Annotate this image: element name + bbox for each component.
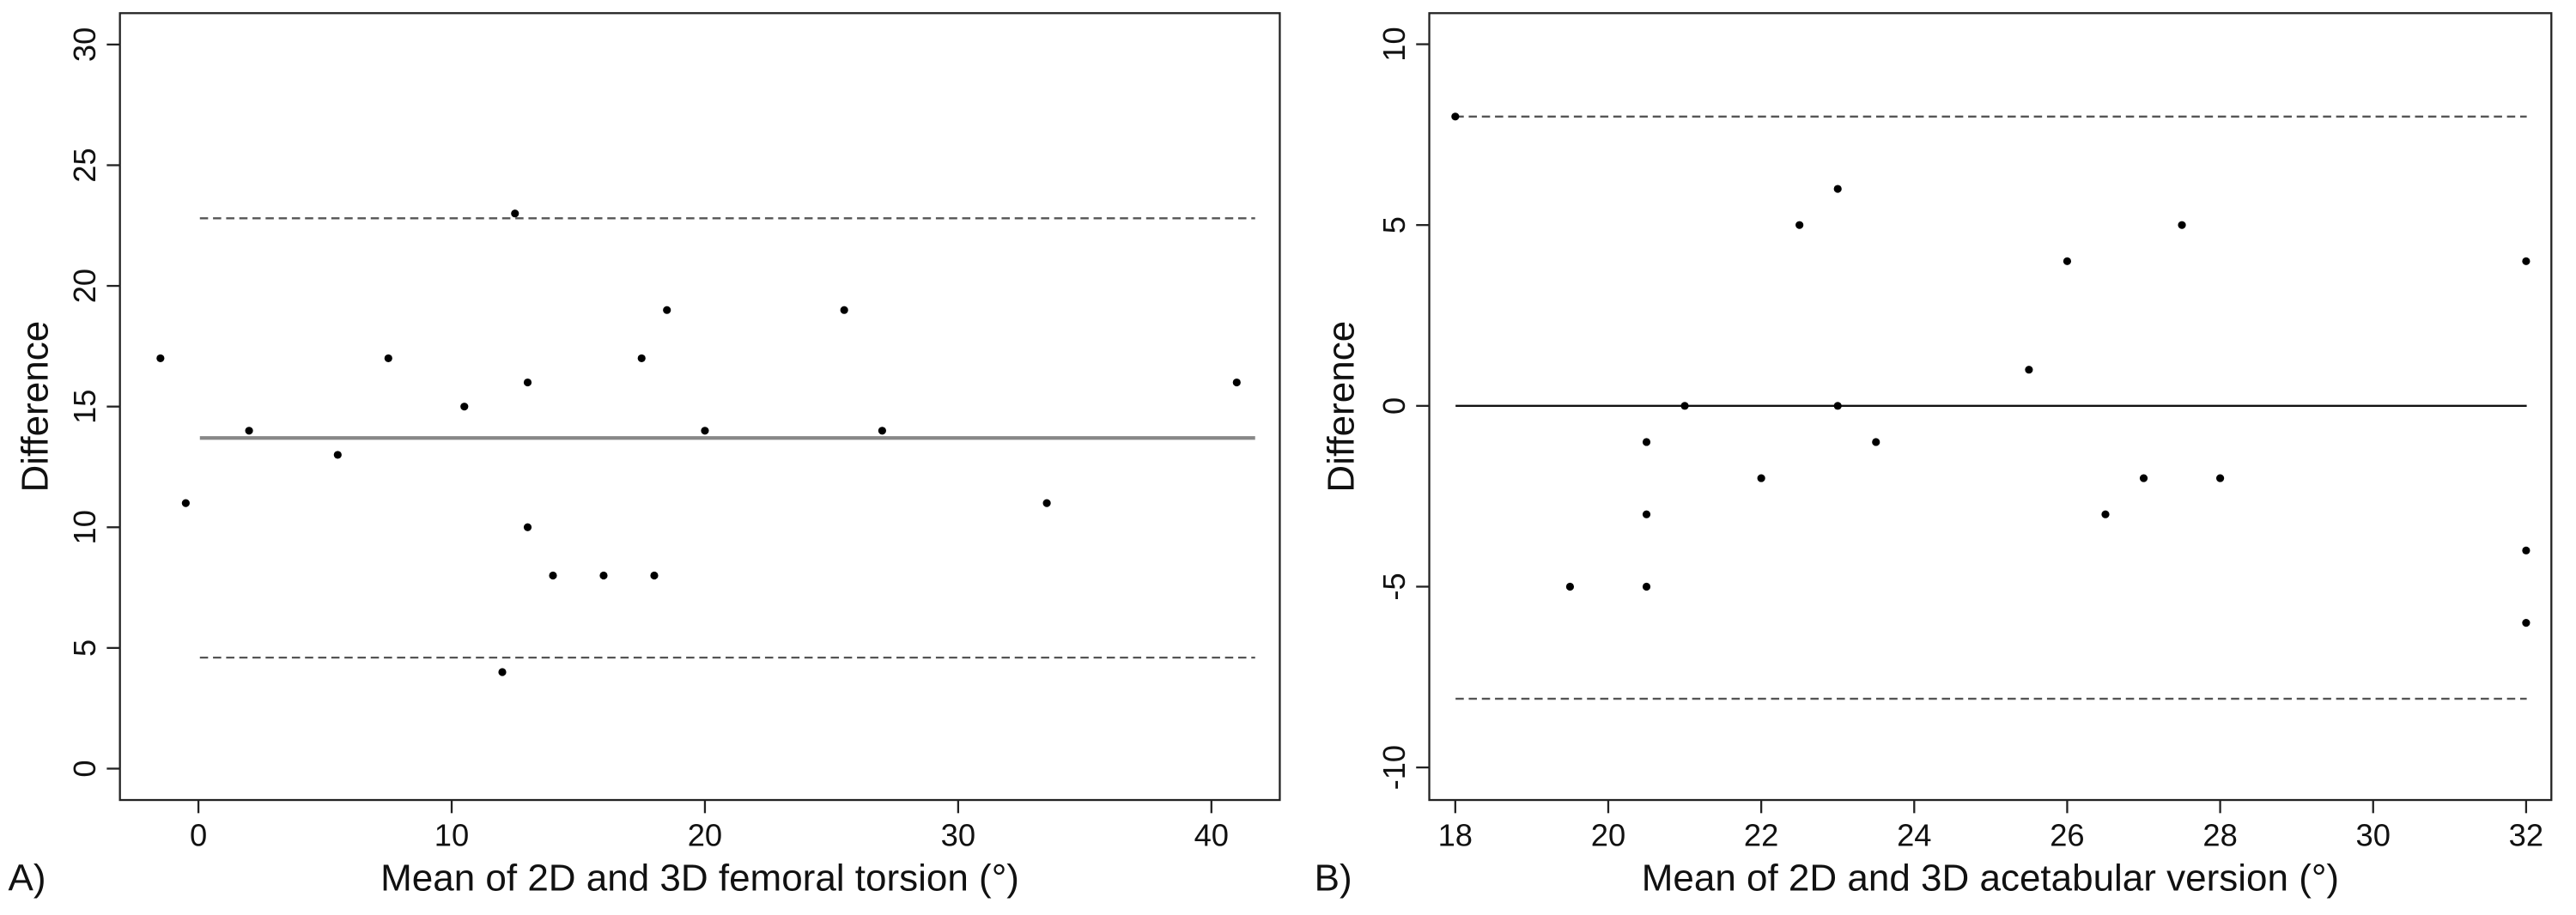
point <box>2522 257 2530 265</box>
point <box>2025 366 2033 374</box>
point <box>2101 510 2110 518</box>
point <box>156 354 165 363</box>
point <box>384 354 392 363</box>
point <box>2178 221 2186 229</box>
y-tick-label: 25 <box>67 148 102 182</box>
point <box>2063 257 2072 265</box>
point <box>1680 402 1689 410</box>
point <box>1232 378 1241 387</box>
x-tick-label: 30 <box>2356 818 2391 853</box>
point <box>2139 474 2148 482</box>
y-tick-label: -10 <box>1376 745 1412 791</box>
x-tick-label: 32 <box>2509 818 2543 853</box>
point <box>2522 619 2530 627</box>
y-tick-label: 5 <box>67 639 102 657</box>
x-tick-label: 22 <box>1744 818 1778 853</box>
y-tick-label: 20 <box>67 269 102 303</box>
x-tick-label: 40 <box>1194 818 1229 853</box>
point <box>511 209 519 218</box>
point <box>523 523 532 531</box>
y-tick-label: 10 <box>1376 27 1412 61</box>
x-tick-label: 26 <box>2050 818 2084 853</box>
plot-frame <box>118 12 1281 802</box>
point <box>1642 510 1651 518</box>
point <box>599 571 608 580</box>
point <box>663 306 671 314</box>
point <box>878 427 886 435</box>
point <box>1642 582 1651 591</box>
point <box>498 668 507 676</box>
panel-label: A) <box>9 857 46 899</box>
point <box>549 571 557 580</box>
point <box>1872 438 1880 446</box>
point <box>1833 185 1842 193</box>
point <box>1565 582 1575 591</box>
x-axis-label: Mean of 2D and 3D femoral torsion (°) <box>380 857 1019 899</box>
point <box>701 427 709 435</box>
x-tick-label: 18 <box>1438 818 1473 853</box>
x-tick-label: 20 <box>1591 818 1625 853</box>
point <box>637 354 646 363</box>
point <box>460 403 469 411</box>
x-tick-label: 10 <box>434 818 469 853</box>
point <box>2216 474 2225 482</box>
x-tick-label: 20 <box>688 818 722 853</box>
x-tick-label: 0 <box>190 818 207 853</box>
y-tick-label: -5 <box>1376 573 1412 600</box>
point <box>1451 112 1460 121</box>
point <box>1833 402 1842 410</box>
x-tick-label: 24 <box>1897 818 1931 853</box>
x-axis-label: Mean of 2D and 3D acetabular version (°) <box>1642 857 2339 899</box>
y-tick-label: 0 <box>1376 397 1412 415</box>
point <box>333 451 342 459</box>
point <box>840 306 848 314</box>
x-tick-label: 30 <box>941 818 975 853</box>
point <box>1795 221 1804 229</box>
x-tick-label: 28 <box>2202 818 2237 853</box>
y-tick-label: 30 <box>67 27 102 62</box>
y-tick-label: 10 <box>67 510 102 544</box>
y-axis-label: Difference <box>15 321 57 493</box>
point <box>1757 474 1765 482</box>
point <box>245 427 253 435</box>
panel-label: B) <box>1315 857 1352 899</box>
point <box>2522 546 2530 554</box>
point <box>1642 438 1651 446</box>
y-tick-label: 0 <box>67 760 102 777</box>
point <box>650 571 659 580</box>
point <box>523 378 532 387</box>
y-tick-label: 5 <box>1376 216 1412 233</box>
y-tick-label: 15 <box>67 389 102 423</box>
point <box>1042 499 1051 507</box>
point <box>181 499 190 507</box>
y-axis-label: Difference <box>1321 321 1363 493</box>
